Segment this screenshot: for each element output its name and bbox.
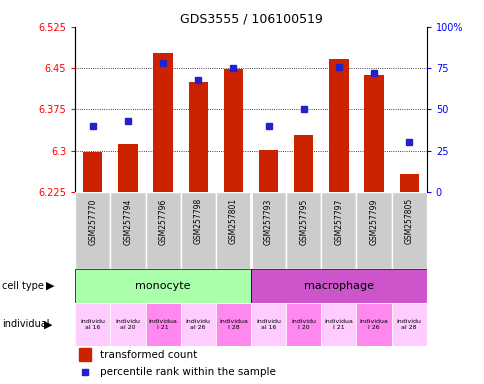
- Text: monocyte: monocyte: [135, 281, 190, 291]
- FancyBboxPatch shape: [251, 303, 286, 346]
- FancyBboxPatch shape: [320, 303, 356, 346]
- FancyBboxPatch shape: [145, 192, 180, 269]
- Text: GSM257795: GSM257795: [299, 198, 308, 245]
- Text: individua
l 28: individua l 28: [218, 319, 247, 330]
- Text: individual: individual: [2, 319, 50, 329]
- Text: ▶: ▶: [44, 319, 52, 329]
- Bar: [363, 75, 383, 192]
- Text: individu
al 20: individu al 20: [115, 319, 140, 330]
- Bar: [78, 348, 91, 361]
- Title: GDS3555 / 106100519: GDS3555 / 106100519: [179, 13, 322, 26]
- FancyBboxPatch shape: [391, 303, 426, 346]
- FancyBboxPatch shape: [286, 303, 320, 346]
- Text: GSM257805: GSM257805: [404, 198, 413, 244]
- Text: individu
al 16: individu al 16: [256, 319, 281, 330]
- FancyBboxPatch shape: [356, 192, 391, 269]
- Text: individua
l 26: individua l 26: [359, 319, 388, 330]
- Text: individu
l 20: individu l 20: [290, 319, 316, 330]
- Text: percentile rank within the sample: percentile rank within the sample: [100, 366, 275, 377]
- Text: individu
al 26: individu al 26: [185, 319, 211, 330]
- Text: macrophage: macrophage: [303, 281, 373, 291]
- Text: GSM257770: GSM257770: [88, 198, 97, 245]
- Text: GSM257798: GSM257798: [193, 198, 202, 244]
- Text: GSM257801: GSM257801: [228, 198, 238, 244]
- Bar: [118, 144, 137, 192]
- FancyBboxPatch shape: [75, 270, 251, 303]
- Text: GSM257797: GSM257797: [333, 198, 343, 245]
- FancyBboxPatch shape: [215, 192, 251, 269]
- Bar: [293, 135, 313, 192]
- FancyBboxPatch shape: [356, 303, 391, 346]
- Text: GSM257793: GSM257793: [263, 198, 272, 245]
- Bar: [258, 150, 278, 192]
- Bar: [399, 174, 418, 192]
- Text: individua
l 21: individua l 21: [324, 319, 353, 330]
- Text: GSM257794: GSM257794: [123, 198, 132, 245]
- FancyBboxPatch shape: [251, 192, 286, 269]
- FancyBboxPatch shape: [180, 192, 215, 269]
- Text: GSM257796: GSM257796: [158, 198, 167, 245]
- FancyBboxPatch shape: [286, 192, 320, 269]
- FancyBboxPatch shape: [145, 303, 180, 346]
- Text: cell type: cell type: [2, 281, 44, 291]
- FancyBboxPatch shape: [320, 192, 356, 269]
- Bar: [153, 53, 172, 192]
- FancyBboxPatch shape: [215, 303, 251, 346]
- FancyBboxPatch shape: [180, 303, 215, 346]
- Text: individu
al 16: individu al 16: [80, 319, 105, 330]
- FancyBboxPatch shape: [110, 192, 145, 269]
- Bar: [83, 152, 102, 192]
- Text: ▶: ▶: [46, 281, 55, 291]
- Bar: [329, 60, 348, 192]
- Bar: [188, 82, 208, 192]
- Text: individua
l 21: individua l 21: [148, 319, 177, 330]
- Text: transformed count: transformed count: [100, 349, 197, 359]
- Bar: [223, 69, 242, 192]
- FancyBboxPatch shape: [251, 270, 426, 303]
- Text: GSM257799: GSM257799: [369, 198, 378, 245]
- FancyBboxPatch shape: [391, 192, 426, 269]
- FancyBboxPatch shape: [110, 303, 145, 346]
- FancyBboxPatch shape: [75, 192, 110, 269]
- Text: individu
al 28: individu al 28: [396, 319, 421, 330]
- FancyBboxPatch shape: [75, 303, 110, 346]
